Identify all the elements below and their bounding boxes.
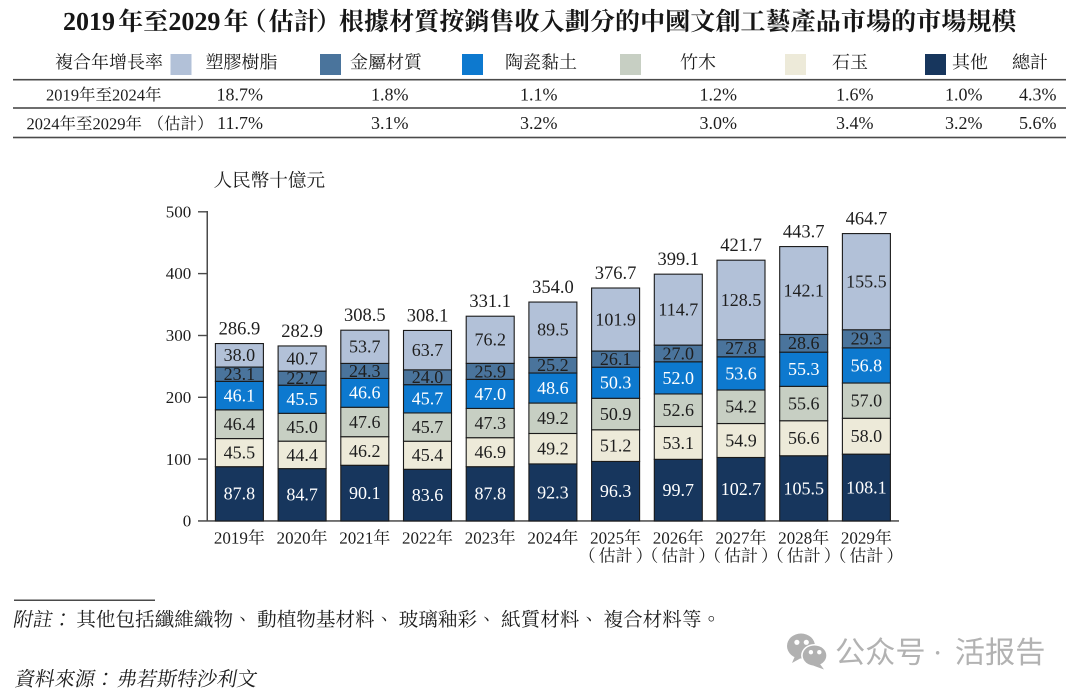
svg-text:46.2: 46.2 (349, 441, 381, 461)
svg-text:3.0%: 3.0% (700, 113, 738, 133)
svg-text:399.1: 399.1 (657, 250, 699, 270)
svg-text:3.2%: 3.2% (520, 113, 558, 133)
svg-text:96.3: 96.3 (600, 481, 632, 501)
svg-text:47.0: 47.0 (474, 384, 506, 404)
svg-text:1.6%: 1.6% (836, 85, 874, 105)
svg-text:3.1%: 3.1% (371, 113, 409, 133)
svg-text:40.7: 40.7 (286, 349, 318, 369)
svg-text:27.0: 27.0 (663, 343, 695, 363)
svg-text:3.4%: 3.4% (836, 113, 874, 133)
svg-text:47.6: 47.6 (349, 412, 381, 432)
svg-text:53.7: 53.7 (349, 337, 381, 357)
svg-text:58.0: 58.0 (851, 426, 883, 446)
svg-text:92.3: 92.3 (537, 482, 569, 502)
svg-text:4.3%: 4.3% (1019, 85, 1057, 105)
svg-text:57.0: 57.0 (851, 391, 883, 411)
svg-text:52.0: 52.0 (663, 368, 695, 388)
svg-text:38.0: 38.0 (224, 345, 256, 365)
svg-text:1.2%: 1.2% (700, 85, 738, 105)
svg-text:55.3: 55.3 (788, 359, 820, 379)
svg-text:100: 100 (166, 450, 192, 469)
svg-text:286.9: 286.9 (219, 320, 261, 340)
svg-text:25.9: 25.9 (474, 361, 506, 381)
svg-text:400: 400 (166, 264, 192, 283)
svg-text:90.1: 90.1 (349, 483, 381, 503)
svg-text:464.7: 464.7 (846, 210, 888, 230)
svg-text:46.4: 46.4 (224, 414, 256, 434)
svg-text:22.7: 22.7 (286, 368, 318, 388)
svg-text:45.5: 45.5 (224, 443, 256, 463)
svg-text:308.1: 308.1 (407, 306, 449, 326)
svg-text:51.2: 51.2 (600, 436, 632, 456)
svg-text:54.2: 54.2 (725, 397, 757, 417)
svg-text:155.5: 155.5 (846, 272, 887, 292)
svg-text:24.0: 24.0 (412, 367, 444, 387)
svg-text:49.2: 49.2 (537, 408, 569, 428)
svg-text:99.7: 99.7 (663, 480, 695, 500)
svg-text:89.5: 89.5 (537, 320, 569, 340)
svg-text:44.4: 44.4 (286, 445, 318, 465)
svg-text:55.6: 55.6 (788, 393, 820, 413)
svg-text:56.8: 56.8 (851, 355, 883, 375)
svg-text:52.6: 52.6 (663, 400, 695, 420)
svg-text:101.9: 101.9 (595, 309, 636, 329)
svg-text:443.7: 443.7 (783, 223, 825, 243)
svg-text:45.7: 45.7 (412, 417, 444, 437)
svg-text:49.2: 49.2 (537, 439, 569, 459)
svg-text:1.8%: 1.8% (371, 85, 409, 105)
svg-text:54.9: 54.9 (725, 430, 757, 450)
svg-text:46.6: 46.6 (349, 383, 381, 403)
svg-text:45.5: 45.5 (286, 389, 318, 409)
svg-text:46.9: 46.9 (474, 442, 506, 462)
svg-text:308.5: 308.5 (344, 306, 386, 326)
svg-text:11.7%: 11.7% (217, 113, 263, 133)
svg-text:1.1%: 1.1% (520, 85, 558, 105)
svg-text:331.1: 331.1 (469, 292, 511, 312)
svg-text:421.7: 421.7 (720, 236, 762, 256)
svg-text:63.7: 63.7 (412, 340, 444, 360)
svg-text:45.7: 45.7 (412, 389, 444, 409)
svg-text:105.5: 105.5 (783, 478, 824, 498)
svg-text:48.6: 48.6 (537, 378, 569, 398)
svg-text:26.1: 26.1 (600, 349, 632, 369)
svg-text:45.0: 45.0 (286, 417, 318, 437)
svg-text:53.1: 53.1 (663, 433, 695, 453)
svg-text:47.3: 47.3 (474, 413, 506, 433)
svg-text:5.6%: 5.6% (1019, 113, 1057, 133)
svg-text:376.7: 376.7 (595, 264, 637, 284)
svg-text:114.7: 114.7 (658, 300, 698, 320)
svg-text:50.3: 50.3 (600, 373, 632, 393)
svg-text:200: 200 (166, 388, 192, 407)
svg-text:87.8: 87.8 (224, 484, 256, 504)
svg-text:3.2%: 3.2% (945, 113, 983, 133)
svg-text:50.9: 50.9 (600, 404, 632, 424)
svg-text:27.8: 27.8 (725, 338, 757, 358)
svg-text:300: 300 (166, 326, 192, 345)
svg-text:500: 500 (166, 202, 192, 221)
svg-text:29.3: 29.3 (851, 329, 883, 349)
svg-text:128.5: 128.5 (721, 290, 762, 310)
svg-text:23.1: 23.1 (224, 364, 256, 384)
svg-text:108.1: 108.1 (846, 478, 887, 498)
svg-text:0: 0 (183, 512, 192, 531)
svg-text:87.8: 87.8 (474, 484, 506, 504)
svg-text:354.0: 354.0 (532, 278, 574, 298)
svg-text:18.7%: 18.7% (217, 85, 264, 105)
svg-text:45.4: 45.4 (412, 445, 444, 465)
svg-text:24.3: 24.3 (349, 361, 381, 381)
svg-text:53.6: 53.6 (725, 363, 757, 383)
svg-text:56.6: 56.6 (788, 428, 820, 448)
svg-text:102.7: 102.7 (721, 479, 762, 499)
svg-text:83.6: 83.6 (412, 485, 444, 505)
svg-text:282.9: 282.9 (281, 322, 323, 342)
svg-text:25.2: 25.2 (537, 355, 569, 375)
svg-text:76.2: 76.2 (474, 330, 506, 350)
svg-text:46.1: 46.1 (224, 386, 256, 406)
svg-text:28.6: 28.6 (788, 333, 820, 353)
svg-text:84.7: 84.7 (286, 485, 318, 505)
svg-text:142.1: 142.1 (783, 280, 824, 300)
svg-text:1.0%: 1.0% (945, 85, 983, 105)
